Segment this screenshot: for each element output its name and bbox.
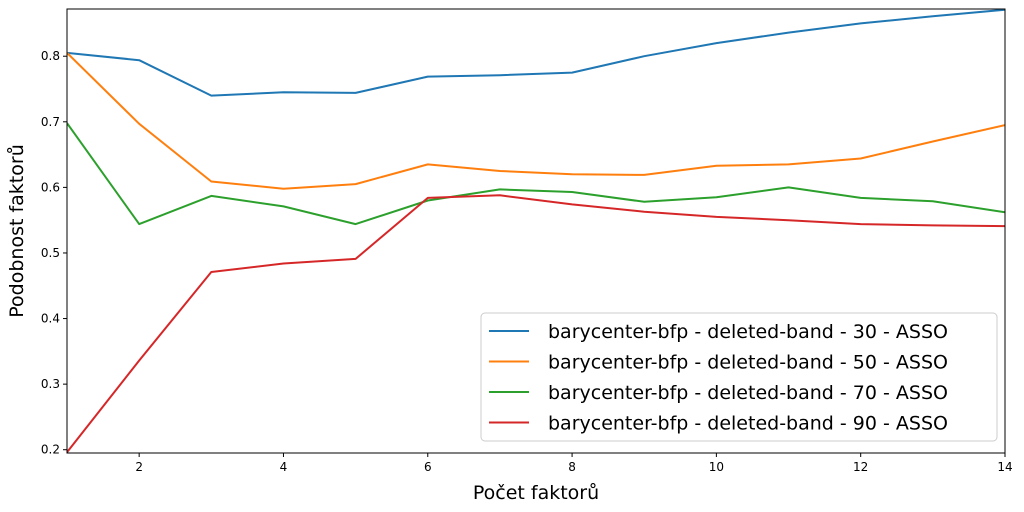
x-tick-label: 10 bbox=[709, 460, 724, 474]
y-tick-label: 0.4 bbox=[41, 312, 60, 326]
tick-layer: 2 4 6 8 10 12 14 0.2 0.3 0.4 0.5 0.6 0.7 0.8 bbox=[41, 49, 1013, 474]
series-line-4 bbox=[67, 194, 1005, 453]
series-layer bbox=[67, 9, 1005, 453]
plot-frame bbox=[66, 8, 1006, 454]
series-line-1 bbox=[67, 9, 1005, 97]
x-axis-label: Počet faktorů bbox=[473, 482, 599, 504]
y-tick-label: 0.7 bbox=[41, 115, 60, 129]
legend-label-1: barycenter-bfp - deleted-band - 30 - ASS… bbox=[548, 321, 948, 343]
x-tick-label: 2 bbox=[135, 460, 143, 474]
x-tick-label: 4 bbox=[280, 460, 288, 474]
y-tick-label: 0.2 bbox=[41, 443, 60, 457]
y-tick-label: 0.5 bbox=[41, 246, 60, 260]
y-tick-label: 0.6 bbox=[41, 180, 60, 194]
y-tick-label: 0.3 bbox=[41, 377, 60, 391]
y-axis-label: Podobnost faktorů bbox=[6, 144, 28, 317]
legend-label-3: barycenter-bfp - deleted-band - 70 - ASS… bbox=[548, 382, 948, 404]
legend-label-2: barycenter-bfp - deleted-band - 50 - ASS… bbox=[548, 352, 948, 374]
legend-label-4: barycenter-bfp - deleted-band - 90 - ASS… bbox=[548, 413, 948, 435]
legend-box bbox=[480, 312, 998, 442]
legend: barycenter-bfp - deleted-band - 30 - ASS… bbox=[480, 312, 998, 442]
series-line-3 bbox=[67, 122, 1005, 226]
x-tick-label: 14 bbox=[997, 460, 1012, 474]
x-tick-label: 12 bbox=[853, 460, 868, 474]
series-line-2 bbox=[67, 52, 1005, 190]
x-tick-label: 8 bbox=[568, 460, 576, 474]
x-tick-label: 6 bbox=[424, 460, 432, 474]
y-tick-label: 0.8 bbox=[41, 49, 60, 63]
